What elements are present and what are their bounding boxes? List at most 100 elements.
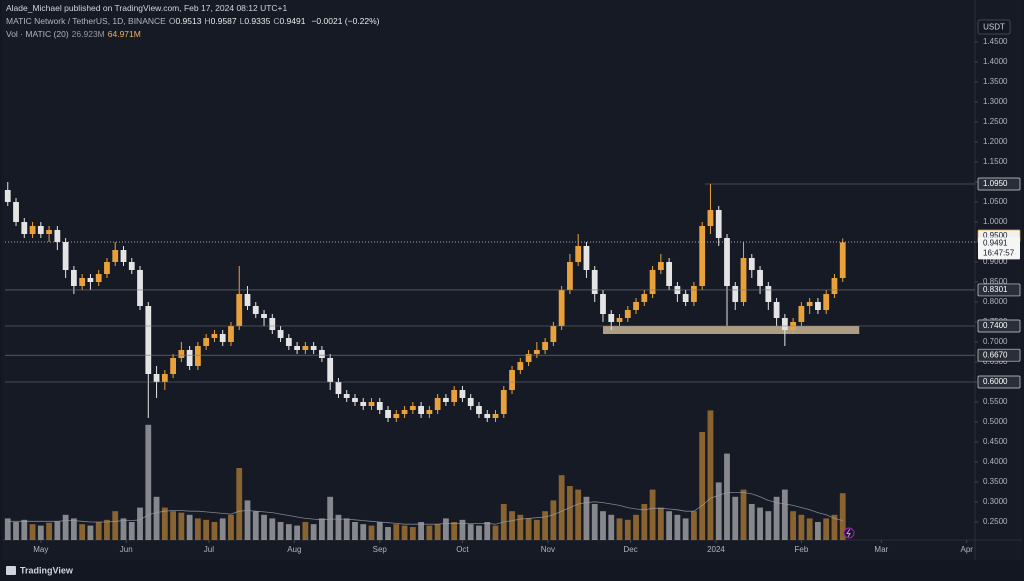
volume-bar — [70, 518, 77, 540]
candle-body — [153, 374, 160, 382]
volume-bar — [691, 511, 697, 540]
volume-bar — [112, 511, 119, 540]
x-tick-label: 2024 — [707, 545, 725, 554]
x-tick-label: Apr — [961, 545, 974, 554]
volume-bar — [310, 524, 317, 540]
price-pane — [4, 182, 975, 422]
volume-bar — [806, 518, 813, 540]
volume-bar — [401, 525, 408, 540]
volume-bar — [649, 489, 656, 540]
candle-body — [302, 346, 309, 350]
candle-body — [517, 362, 524, 370]
volume-bar — [393, 524, 400, 540]
volume-bar — [740, 489, 747, 540]
candle-body — [583, 246, 590, 270]
volume-bar — [186, 514, 193, 540]
volume-bar — [87, 525, 94, 540]
volume-bar — [385, 527, 391, 540]
volume-bar — [600, 511, 606, 540]
volume-bar — [748, 504, 755, 540]
x-tick-label: Jul — [204, 545, 214, 554]
volume-bar — [426, 525, 433, 540]
candle-body — [170, 358, 176, 374]
symbol-line: MATIC Network / TetherUS, 1D, BINANCE O0.… — [6, 15, 383, 28]
y-tick-label: 0.5000 — [983, 417, 1008, 426]
volume-bar — [476, 525, 482, 540]
currency-button[interactable] — [977, 19, 1011, 35]
y-tick-label: 0.7000 — [983, 337, 1008, 346]
volume-bar — [327, 496, 334, 540]
ohlc-key: H — [204, 16, 211, 26]
x-tick-label: Nov — [541, 545, 555, 554]
volume-bar — [492, 525, 499, 540]
volume-bar — [624, 519, 631, 540]
volume-bar — [484, 522, 491, 540]
volume-bar — [29, 524, 36, 540]
candle-body — [467, 398, 474, 406]
volume-bar — [757, 507, 763, 540]
volume-bar — [104, 519, 110, 540]
ohlc-value: 0.9513 — [175, 16, 202, 26]
volume-bar — [790, 511, 797, 540]
volume-bar — [517, 514, 524, 540]
candle-body — [765, 286, 772, 302]
candle-body — [261, 314, 267, 318]
y-tick-label: 0.3000 — [983, 497, 1008, 506]
y-tick-label: 0.2500 — [983, 517, 1008, 526]
ohlc-value: 0.9491 — [279, 16, 306, 26]
candle-body — [815, 302, 821, 310]
level-label-box — [977, 319, 1021, 333]
candle-body — [525, 354, 532, 362]
volume-bar — [13, 522, 19, 540]
candle-body — [120, 250, 127, 262]
volume-bar — [682, 518, 689, 540]
candle-body — [699, 226, 706, 286]
volume-bar — [244, 500, 251, 540]
candle-body — [21, 222, 28, 234]
candle-body — [228, 326, 234, 342]
volume-bar — [170, 511, 176, 540]
candle-body — [707, 210, 714, 226]
volume-bar — [839, 493, 846, 540]
candle-body — [500, 390, 507, 414]
candle-body — [724, 238, 730, 286]
candle-body — [376, 402, 383, 410]
candle-body — [252, 306, 259, 314]
volume-bar — [120, 518, 127, 540]
volume-bar — [765, 511, 772, 540]
candle-body — [715, 210, 722, 238]
candle-body — [757, 270, 763, 286]
volume-bar — [211, 522, 218, 540]
candle-body — [624, 310, 631, 318]
candle-body — [137, 270, 143, 306]
candle-body — [616, 318, 623, 322]
x-tick-label: Oct — [456, 545, 469, 554]
candle-body — [393, 414, 400, 418]
candle-body — [294, 346, 300, 350]
volume-bar — [831, 514, 838, 540]
x-tick-label: Feb — [794, 545, 808, 554]
volume-bar — [153, 496, 160, 540]
candle-body — [451, 390, 458, 402]
volume-bar — [434, 524, 441, 540]
volume-pane — [4, 410, 846, 540]
candle-body — [591, 270, 598, 294]
candle-body — [509, 370, 515, 390]
x-tick-label: Dec — [623, 545, 637, 554]
candle-body — [666, 262, 673, 286]
candle-body — [368, 402, 375, 406]
candle-body — [62, 242, 69, 270]
level-label-box — [977, 283, 1021, 297]
volume-bar — [724, 453, 730, 540]
currency[interactable]: USDT — [983, 23, 1005, 32]
candle-body — [682, 294, 689, 302]
volume-bar — [608, 514, 615, 540]
volume-line: Vol · MATIC (20) 26.923M 64.971M — [6, 28, 383, 41]
candle-body — [269, 318, 276, 330]
volume-bar — [616, 518, 623, 540]
candle-body — [476, 406, 482, 414]
volume-bar — [525, 518, 532, 540]
volume-bar — [352, 522, 358, 540]
volume-label: Vol · MATIC (20) — [6, 29, 69, 39]
candle-body — [401, 410, 408, 414]
